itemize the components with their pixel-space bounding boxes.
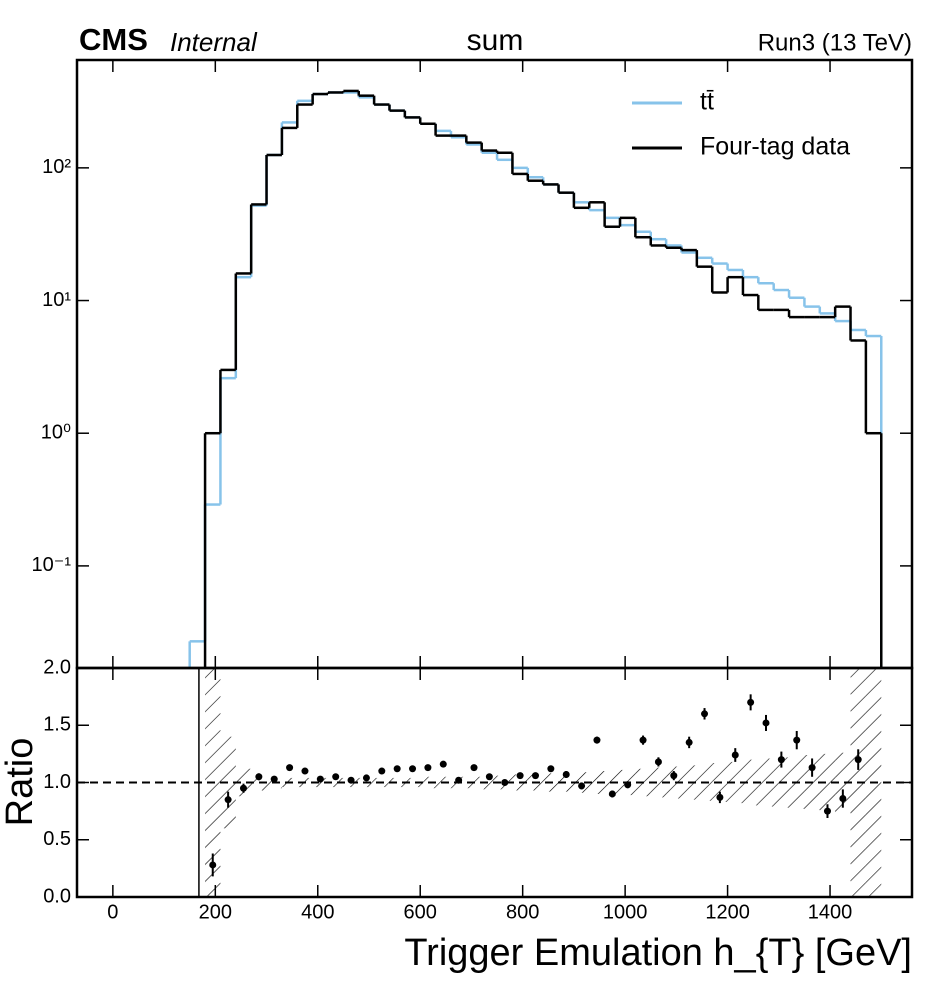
x-tick-label: 1200 [705, 901, 750, 923]
data-point [747, 698, 755, 706]
run-label: Run3 (13 TeV) [758, 29, 912, 56]
data-point [501, 779, 509, 786]
uncertainty-band [481, 775, 498, 790]
uncertainty-band [328, 777, 344, 788]
plot-frame [75, 666, 914, 899]
data-point [378, 767, 386, 775]
data-point [670, 772, 678, 780]
uncertainty-band [819, 753, 836, 812]
data-point [209, 861, 217, 869]
status-label: Internal [170, 27, 258, 57]
data-point [409, 765, 417, 773]
y-axis-label: Ratio [0, 738, 41, 827]
plot-area [77, 668, 912, 897]
data-point [270, 775, 278, 783]
uncertainty-band [666, 766, 682, 799]
y-tick-label: 10² [42, 156, 71, 178]
data-point [485, 773, 493, 781]
legend-label: tt̄ [700, 88, 714, 116]
y-tick-label: 0.5 [43, 828, 71, 850]
data-point [654, 758, 662, 766]
data-point [439, 760, 447, 768]
data-point [393, 765, 401, 773]
data-point [624, 781, 632, 789]
y-tick-label: 0.0 [43, 885, 71, 907]
uncertainty-band [727, 761, 743, 804]
data-point [793, 736, 801, 744]
x-tick-label: 800 [506, 901, 539, 923]
data-point [823, 807, 831, 815]
x-tick-label: 1400 [808, 901, 853, 923]
experiment-label: CMS [79, 22, 148, 57]
y-tick-label: 1.5 [43, 714, 71, 736]
legend-label: Four-tag data [700, 133, 850, 161]
data-point [701, 710, 709, 718]
data-point [362, 774, 370, 782]
uncertainty-band [251, 774, 267, 791]
data-point [593, 736, 601, 744]
data-point [547, 765, 555, 773]
data-point [516, 772, 524, 780]
uncertainty-band [742, 759, 759, 806]
uncertainty-band [420, 776, 436, 789]
data-point [239, 784, 247, 792]
y-tick-label: 10⁰ [41, 421, 71, 443]
data-point [424, 764, 432, 772]
data-point [455, 776, 463, 784]
data-point [562, 770, 570, 778]
data-point [578, 782, 586, 790]
data-point [316, 775, 324, 783]
data-point [854, 756, 862, 764]
chart-title: sum [467, 24, 524, 57]
y-tick-label: 1.0 [43, 771, 71, 793]
data-point [731, 751, 739, 759]
uncertainty-band [589, 771, 605, 794]
x-tick-label: 200 [199, 901, 232, 923]
uncertainty-band [835, 752, 851, 813]
y-tick-label: 10¹ [42, 289, 71, 311]
data-point [716, 793, 724, 801]
uncertainty-band [389, 777, 405, 788]
x-axis-label: Trigger Emulation h_{T} [GeV] [404, 932, 912, 974]
x-tick-label: 600 [404, 901, 437, 923]
data-point [332, 773, 340, 781]
data-point [777, 756, 785, 764]
uncertainty-band [650, 767, 667, 798]
data-point [839, 795, 847, 803]
plot-area [188, 89, 883, 668]
data-point [762, 719, 770, 727]
x-tick-label: 400 [301, 901, 334, 923]
data-point [286, 764, 294, 772]
uncertainty-band [558, 773, 574, 792]
y-tick-label: 2.0 [43, 656, 71, 678]
uncertainty-band [235, 768, 252, 797]
data-point [470, 764, 478, 772]
data-point [255, 773, 263, 781]
data-point [639, 736, 647, 744]
y-tick-label: 10⁻¹ [32, 554, 72, 576]
data-point [531, 772, 539, 780]
data-point [685, 738, 693, 746]
data-point [808, 764, 816, 772]
x-tick-label: 1000 [603, 901, 648, 923]
uncertainty-band [404, 777, 421, 788]
data-point [608, 790, 616, 798]
data-point [301, 767, 309, 775]
data-point [224, 796, 232, 804]
x-tick-label: 0 [107, 901, 118, 923]
uncertainty-band [220, 736, 236, 829]
data-point [347, 776, 355, 784]
